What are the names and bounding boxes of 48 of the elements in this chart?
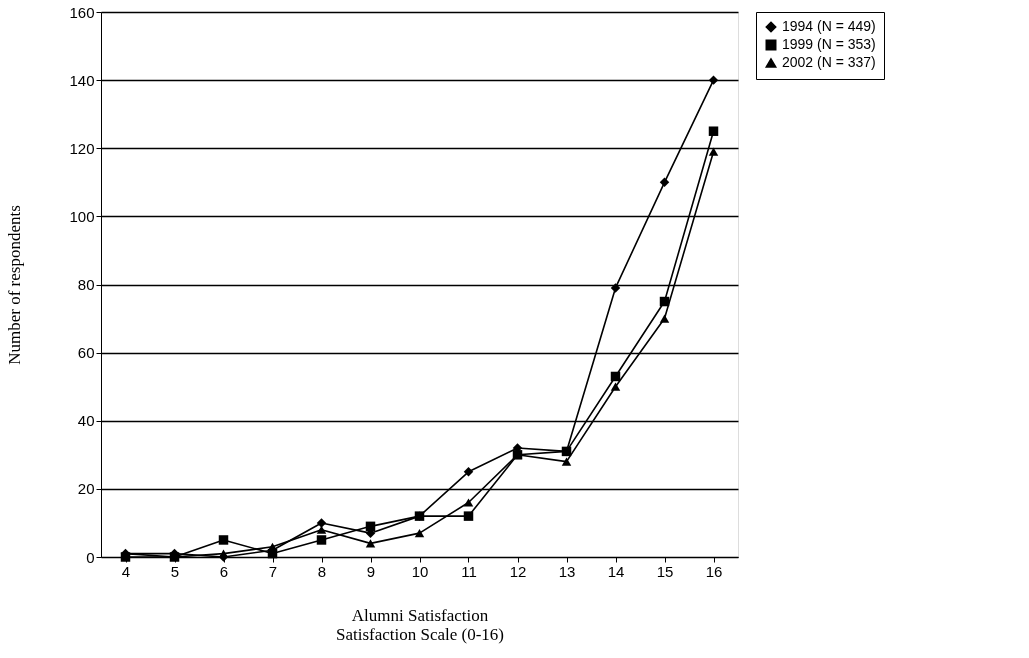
point [659, 296, 670, 307]
point [610, 283, 621, 293]
point [218, 535, 229, 545]
legend-label: 1999 (N = 353) [782, 36, 876, 52]
y-tick-label: 120 [69, 139, 95, 157]
point [365, 539, 376, 548]
point [610, 371, 621, 382]
point [463, 498, 474, 507]
point [708, 75, 719, 85]
point [610, 382, 621, 391]
x-tick-label: 11 [461, 562, 477, 580]
x-tick-label: 10 [411, 562, 429, 580]
point [316, 518, 327, 528]
y-tick-label: 40 [77, 412, 95, 430]
point [708, 126, 719, 136]
y-tick-label: 20 [77, 480, 95, 498]
x-tick-label: 14 [607, 562, 625, 580]
point [316, 535, 327, 545]
point [463, 467, 474, 477]
point [414, 529, 425, 538]
x-tick-label: 6 [219, 562, 229, 580]
point [414, 511, 425, 521]
x-tick-label: 16 [705, 562, 723, 580]
x-tick-label: 13 [558, 562, 576, 580]
point [561, 457, 572, 466]
y-tick-label: 160 [69, 3, 95, 21]
legend-label: 1994 (N = 449) [782, 18, 876, 34]
y-tick-label: 0 [86, 548, 95, 566]
point [708, 147, 719, 156]
point [365, 521, 376, 532]
x-tick-label: 9 [366, 562, 376, 580]
y-axis-title: Number of respondents [5, 205, 25, 365]
y-tick-label: 100 [69, 207, 95, 225]
x-tick-label: 7 [268, 562, 278, 580]
x-tick-label: 5 [170, 562, 180, 580]
x-tick-label: 4 [121, 562, 131, 580]
point [659, 314, 670, 323]
x-tick-label: 15 [656, 562, 674, 580]
point [561, 446, 572, 457]
x-tick-label: 8 [317, 562, 327, 580]
x-tick-label: 12 [509, 562, 527, 580]
point [659, 177, 670, 188]
point [463, 511, 474, 521]
y-tick-label: 80 [77, 276, 95, 293]
y-tick-label: 60 [77, 344, 95, 362]
x-axis-title: Alumni Satisfaction Satisfaction Scale (0-16) [335, 605, 505, 644]
legend-label: 2002 (N = 337) [782, 54, 876, 70]
y-tick-label: 140 [69, 71, 95, 89]
